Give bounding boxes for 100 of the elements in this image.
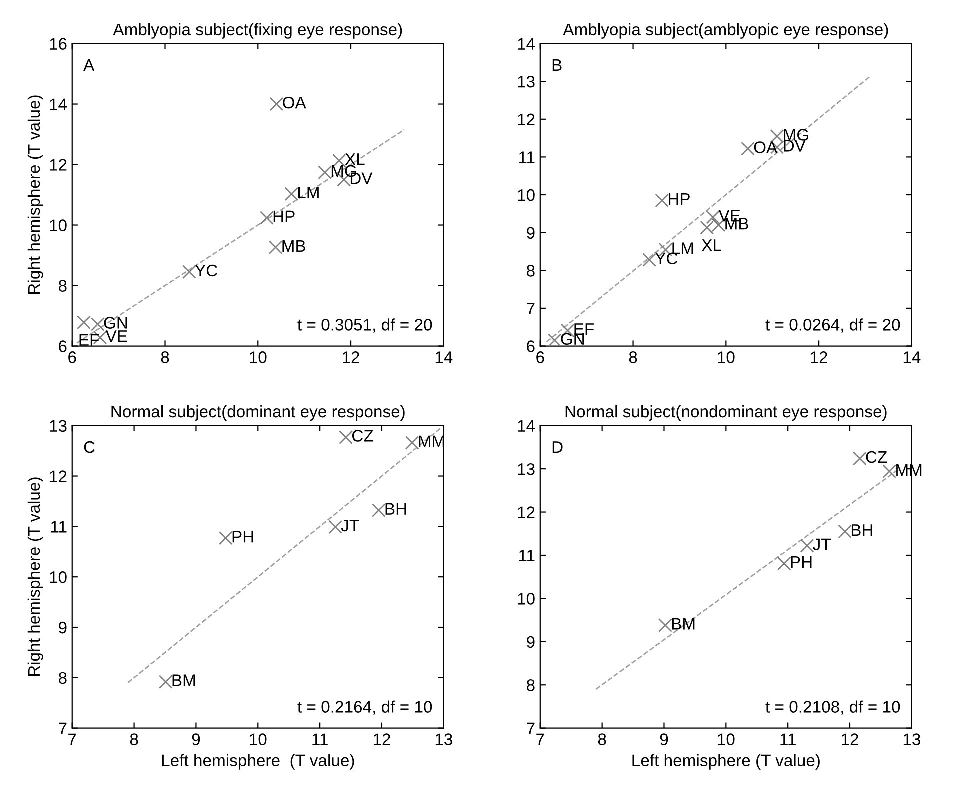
x-tick-label: 10 bbox=[718, 352, 735, 364]
x-tick-label: 8 bbox=[629, 352, 638, 364]
x-tick-label: 11 bbox=[312, 734, 328, 746]
annotation: JT bbox=[813, 538, 831, 550]
annotation: HP bbox=[668, 194, 690, 205]
y-tick-label: 14 bbox=[518, 38, 536, 50]
point bbox=[800, 539, 814, 553]
annotation: t = 0.0264, df = 20 bbox=[766, 318, 900, 333]
point bbox=[158, 675, 173, 689]
annotation: GN bbox=[104, 317, 128, 329]
annotation: OA bbox=[283, 96, 306, 109]
y-tick-label: 9 bbox=[527, 227, 535, 240]
annotation: BH bbox=[852, 524, 872, 536]
y-tick-label: 12 bbox=[50, 159, 67, 171]
annotation: YC bbox=[195, 264, 218, 277]
annotation: XL bbox=[345, 154, 365, 166]
y-tick-label: 11 bbox=[51, 521, 67, 533]
y-tick-label: 8 bbox=[58, 280, 67, 292]
y-tick-label: 7 bbox=[59, 722, 67, 734]
chart-title: Amblyopia subject(amblyopic eye response) bbox=[563, 23, 888, 39]
y-tick-label: 6 bbox=[59, 340, 67, 352]
annotation: MG bbox=[784, 129, 808, 141]
point bbox=[339, 430, 354, 444]
y-tick-label: 8 bbox=[526, 680, 535, 692]
point bbox=[405, 436, 420, 450]
point bbox=[852, 452, 867, 466]
chart-title: Normal subject(nondominant eye response) bbox=[566, 405, 887, 421]
point bbox=[284, 187, 299, 202]
point bbox=[838, 524, 852, 539]
y-tick-label: 8 bbox=[526, 265, 535, 277]
x-axis-title: Left hemisphere (T value) bbox=[162, 754, 354, 770]
x-tick-label: 10 bbox=[250, 734, 267, 746]
point bbox=[328, 520, 342, 534]
y-tick-label: 16 bbox=[50, 38, 67, 50]
annotation: BM bbox=[672, 618, 695, 630]
annotation: EF bbox=[574, 324, 594, 336]
y-tick-label: 12 bbox=[518, 114, 535, 126]
x-tick-label: 9 bbox=[660, 734, 668, 746]
annotation: EF bbox=[80, 334, 100, 346]
x-tick-label: 12 bbox=[811, 352, 828, 364]
y-tick-label: 10 bbox=[518, 593, 535, 605]
annotation: HP bbox=[274, 210, 295, 222]
x-tick-label: 6 bbox=[68, 352, 76, 364]
point bbox=[268, 240, 283, 255]
annotation: JT bbox=[341, 520, 360, 532]
annotation: t = 0.2108, df = 10 bbox=[766, 700, 900, 715]
annotation: DV bbox=[784, 140, 806, 152]
x-tick-label: 10 bbox=[718, 734, 735, 746]
x-axis-title: Left hemisphere (T value) bbox=[632, 754, 820, 770]
y-tick-label: 14 bbox=[518, 420, 536, 432]
x-tick-label: 10 bbox=[250, 352, 267, 364]
point bbox=[741, 142, 755, 156]
point bbox=[372, 504, 386, 518]
x-tick-label: 14 bbox=[904, 352, 921, 364]
y-tick-label: 10 bbox=[50, 572, 67, 584]
annotation: LM bbox=[298, 186, 319, 198]
x-tick-label: 12 bbox=[842, 734, 858, 746]
annotation: PH bbox=[791, 556, 812, 568]
annotation: GN bbox=[561, 333, 584, 346]
point bbox=[548, 334, 562, 346]
annotation: PH bbox=[232, 531, 254, 543]
y-axis-title: Right hemisphere (T value) bbox=[28, 478, 44, 676]
annotation: t = 0.2164, df = 10 bbox=[298, 700, 432, 715]
chart-title: Normal subject(dominant eye response) bbox=[112, 405, 405, 421]
y-tick-label: 8 bbox=[58, 672, 67, 684]
annotation: MB bbox=[282, 240, 306, 252]
y-tick-label: 9 bbox=[527, 636, 535, 648]
y-tick-label: 6 bbox=[527, 340, 535, 352]
x-tick-label: 7 bbox=[68, 734, 76, 746]
annotation: OA bbox=[754, 142, 778, 154]
y-tick-label: 13 bbox=[518, 463, 535, 476]
y-tick-label: 13 bbox=[518, 76, 535, 88]
annotation: CZ bbox=[866, 451, 888, 464]
point bbox=[318, 166, 332, 180]
y-tick-label: 9 bbox=[59, 622, 67, 634]
y-tick-label: 10 bbox=[50, 220, 67, 232]
annotation: BM bbox=[172, 674, 196, 686]
y-tick-label: 13 bbox=[50, 420, 67, 432]
y-tick-label: 12 bbox=[50, 470, 67, 482]
point bbox=[260, 211, 274, 225]
annotation: XL bbox=[702, 240, 722, 252]
x-tick-label: 8 bbox=[161, 352, 170, 364]
chart-title: Amblyopia subject(fixing eye response) bbox=[113, 23, 402, 39]
x-tick-label: 8 bbox=[130, 734, 138, 746]
annotation: YC bbox=[655, 252, 678, 265]
y-tick-label: 14 bbox=[50, 98, 68, 110]
point bbox=[658, 618, 672, 632]
y-tick-label: 12 bbox=[518, 506, 535, 518]
point bbox=[882, 464, 897, 479]
annotation: VE bbox=[106, 330, 128, 342]
y-tick-label: 7 bbox=[527, 303, 535, 314]
point bbox=[270, 97, 284, 112]
x-tick-label: 11 bbox=[780, 734, 796, 746]
point bbox=[777, 556, 792, 571]
annotation: t = 0.3051, df = 20 bbox=[298, 318, 432, 333]
point bbox=[642, 253, 656, 267]
y-tick-label: 11 bbox=[520, 550, 535, 562]
point bbox=[182, 265, 196, 280]
annotation: BH bbox=[386, 503, 406, 515]
x-tick-label: 12 bbox=[343, 352, 360, 364]
